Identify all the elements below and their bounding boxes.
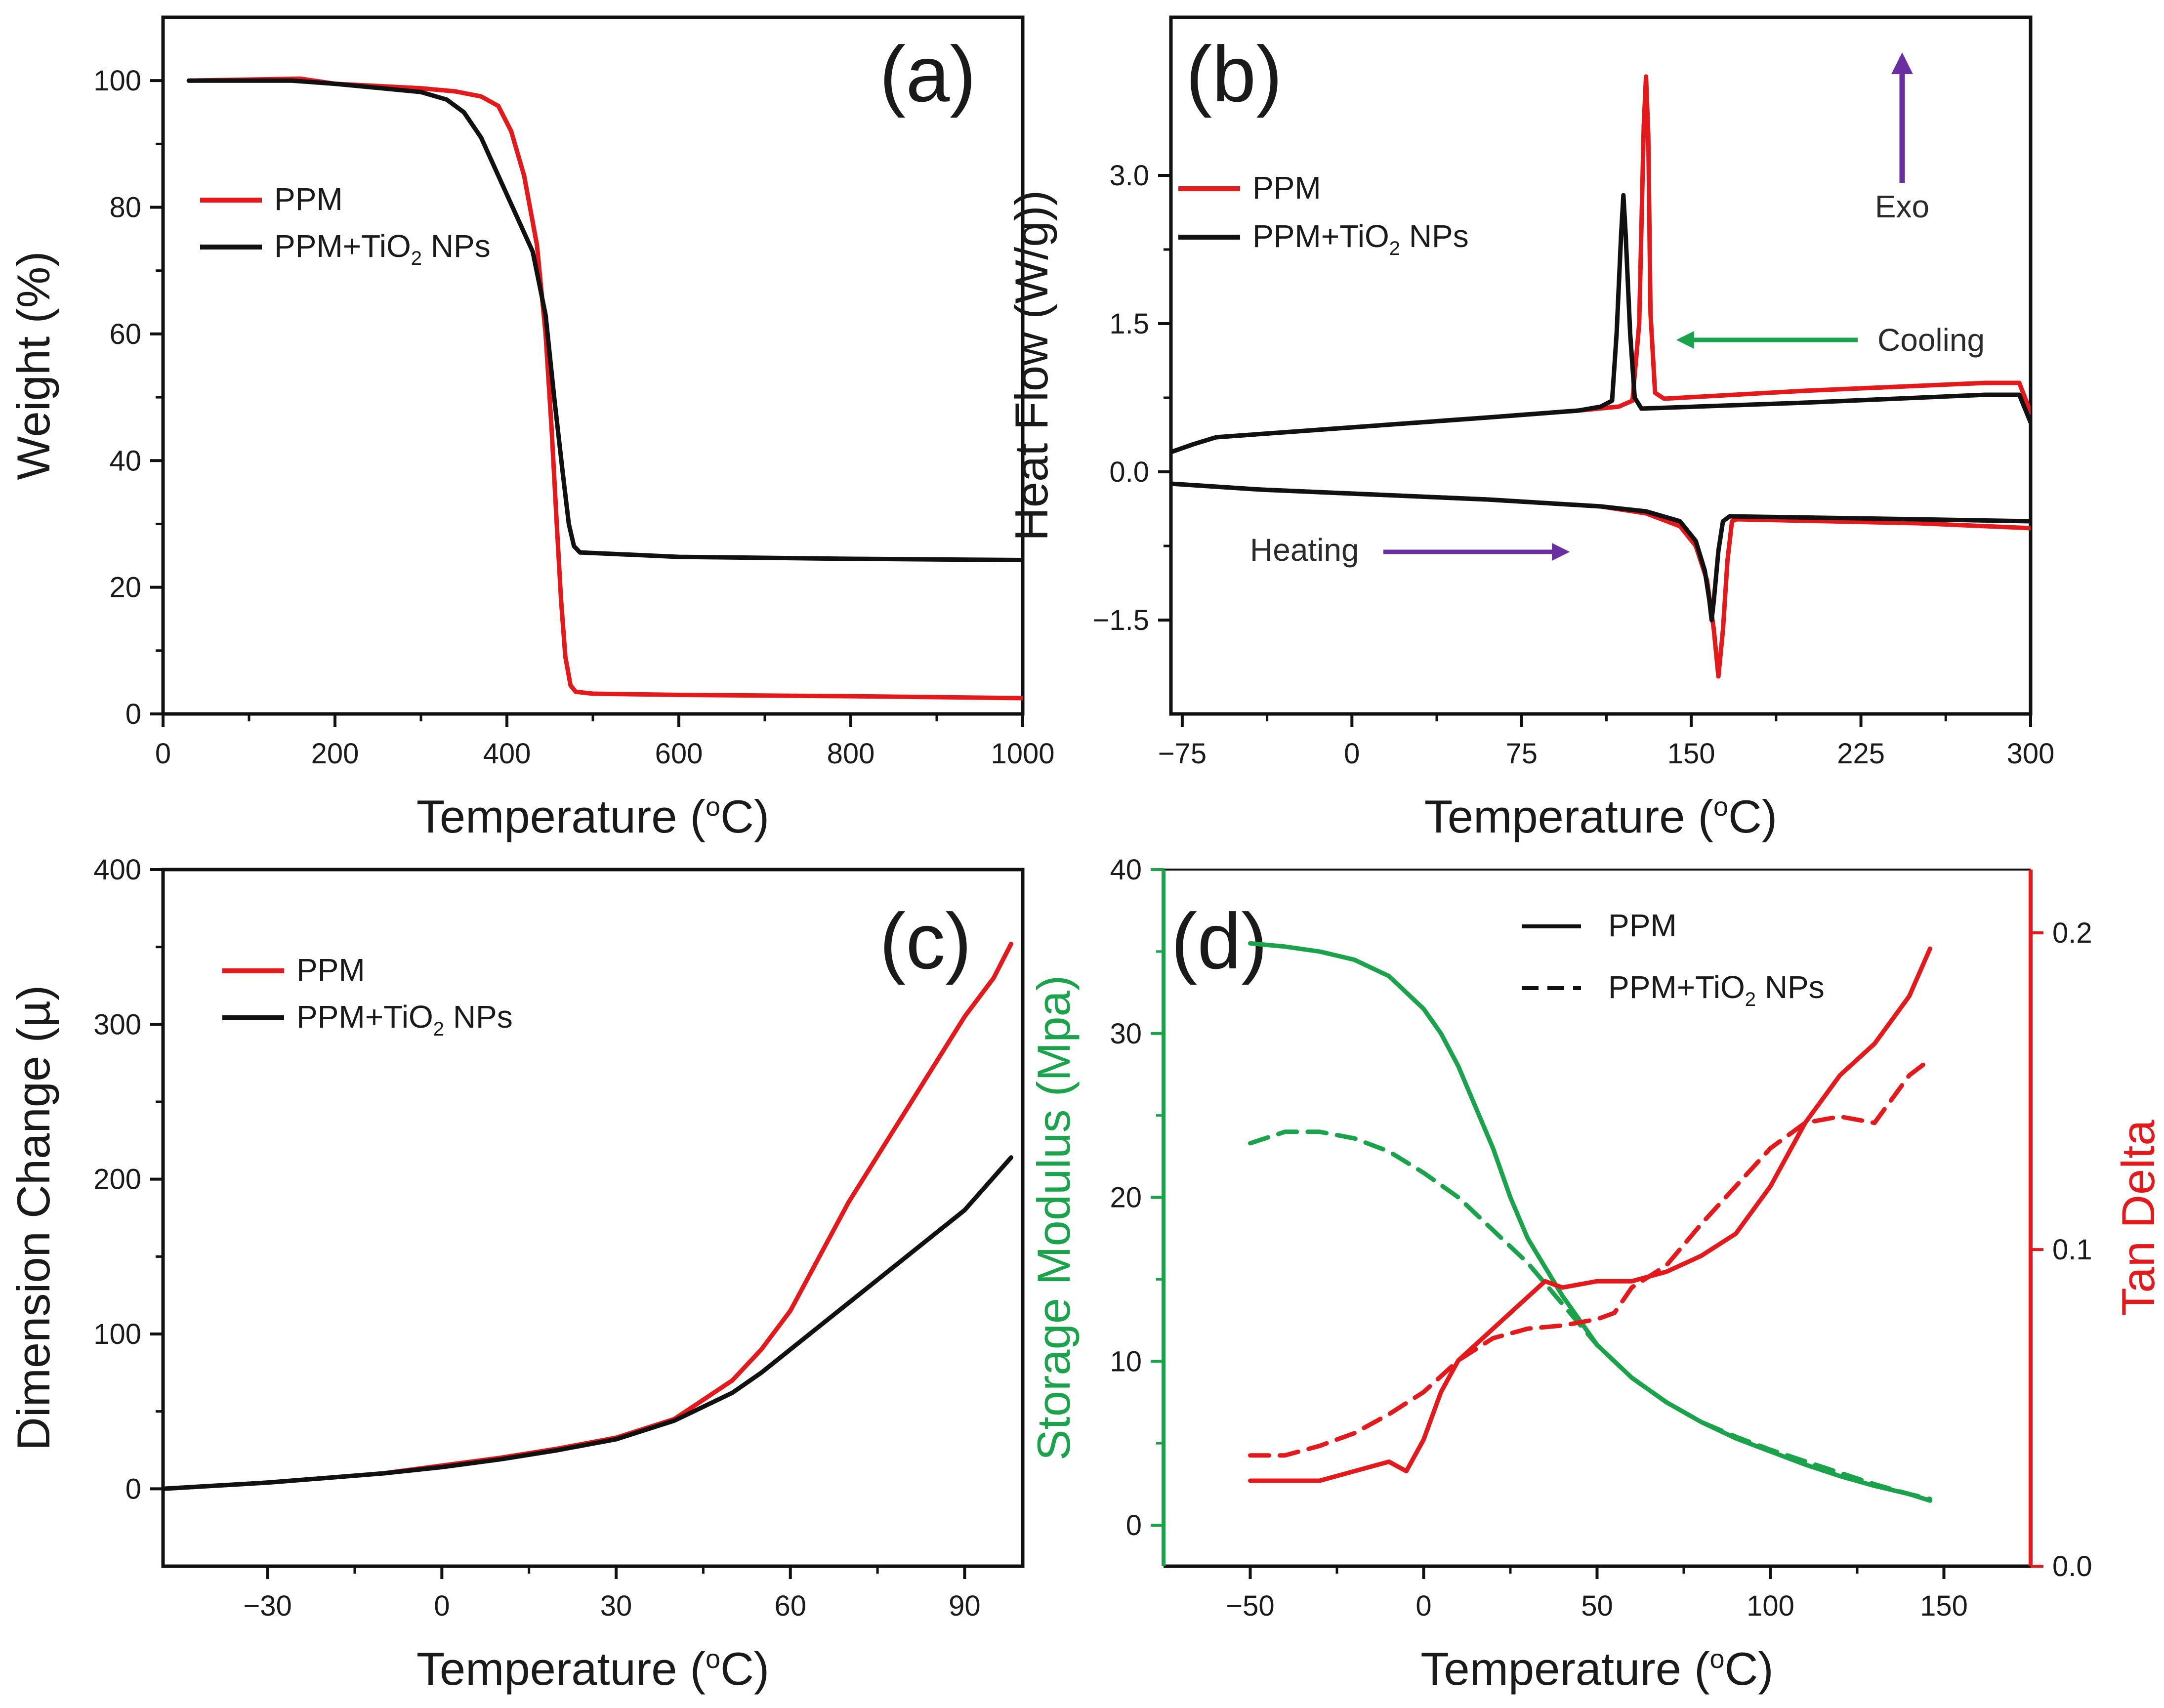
panel-c: −30 0 30 60 90 0 100 200 300 400 Temperature (oC) D…: [7, 854, 1025, 1695]
x-tick-label: 0: [155, 738, 171, 770]
series-line-1: [1248, 1129, 1932, 1501]
x-axis-label: Temperature (oC): [1420, 1643, 1773, 1695]
y-tick-label: 100: [93, 1318, 141, 1350]
y-axis-label: Dimension Change (µ): [7, 985, 59, 1451]
cooling-label: Cooling: [1877, 322, 1985, 358]
x-tick-label: 225: [1837, 738, 1885, 770]
series-line-1: [186, 78, 1023, 562]
panel-label: (d): [1171, 897, 1268, 985]
series-line-0: [186, 76, 1023, 701]
x-tick-label: 50: [1581, 1590, 1613, 1622]
y-right-tick-label: 0.1: [2052, 1234, 2092, 1266]
x-tick-label: −30: [243, 1590, 291, 1622]
legend-label: PPM: [274, 181, 343, 217]
panel-a: 0 200 400 600 800 1000 0 20 40 60 80 100 Temperature…: [7, 15, 1055, 842]
data-layer: [186, 76, 1023, 701]
plot-frame: [161, 15, 1025, 716]
panel-label: (a): [879, 30, 976, 118]
y-tick-label: 0: [125, 698, 141, 730]
y-tick-label: 200: [93, 1164, 141, 1196]
x-tick-label: 1000: [991, 738, 1054, 770]
x-tick-label: 150: [1920, 1590, 1968, 1622]
legend-label: PPM: [296, 952, 365, 988]
x-tick-label: 30: [600, 1590, 632, 1622]
y-axis-label: Heat Flow (W/g)): [1005, 190, 1057, 541]
y-tick-label: 400: [93, 854, 141, 886]
series-line-2: [1248, 946, 1932, 1483]
y-tick-label: 100: [93, 65, 141, 97]
y-tick-label: 20: [1110, 1182, 1142, 1214]
x-tick-label: 400: [483, 738, 531, 770]
y-tick-label: −1.5: [1093, 604, 1150, 636]
series-line-0: [163, 941, 1013, 1491]
y-right-tick-label: 0.2: [2052, 917, 2092, 949]
x-tick-label: 200: [311, 738, 359, 770]
y-tick-label: 40: [109, 445, 141, 477]
x-axis-label: Temperature (oC): [416, 1643, 769, 1695]
panel-b: −75 0 75 150 225 300 −1.5 0.0 1.5 3.0 Temperature …: [1005, 15, 2055, 842]
data-layer: [1248, 941, 1932, 1503]
panel-label: (b): [1186, 30, 1283, 118]
x-tick-label: 0: [1415, 1590, 1431, 1622]
x-tick-label: 0: [1344, 738, 1360, 770]
x-axis-label: Temperature (oC): [1424, 791, 1777, 842]
x-tick-label: 75: [1505, 738, 1538, 770]
y-tick-label: 60: [109, 318, 141, 350]
series-line-0: [1248, 941, 1932, 1503]
panel-d: −50 0 50 100 150 0 10 20 30 40 0.0 0.1 0.2 Temperatur…: [1028, 854, 2164, 1695]
series-line-1: [163, 1155, 1013, 1491]
x-tick-label: 300: [2007, 738, 2055, 770]
y-tick-label: 300: [93, 1008, 141, 1041]
data-layer: [163, 941, 1013, 1491]
y-tick-label: 3.0: [1109, 160, 1149, 192]
y-right-tick-label: 0.0: [2052, 1550, 2092, 1583]
y-axis-label-left: Storage Modulus (Mpa): [1028, 975, 1080, 1460]
plot-frame: [1169, 15, 2033, 716]
y-axis-label: Weight (%): [7, 251, 59, 480]
x-tick-label: −75: [1158, 738, 1207, 770]
y-tick-label: 0.0: [1109, 456, 1149, 488]
legend-label: PPM+TiO2 NPs: [274, 228, 491, 269]
y-tick-label: 10: [1110, 1345, 1142, 1377]
legend-label: PPM+TiO2 NPs: [1608, 969, 1825, 1010]
y-tick-label: 1.5: [1109, 308, 1149, 340]
plot-frame: [161, 868, 1025, 1568]
x-tick-label: 800: [827, 738, 875, 770]
x-tick-label: 90: [949, 1590, 981, 1622]
series-line-2: [1171, 481, 2031, 679]
y-tick-label: 0: [1126, 1509, 1142, 1541]
y-tick-label: 40: [1110, 854, 1142, 886]
x-tick-label: 60: [774, 1590, 806, 1622]
legend-label: PPM: [1608, 908, 1677, 943]
x-tick-label: −50: [1226, 1590, 1274, 1622]
x-axis-label: Temperature (oC): [416, 791, 769, 842]
legend-label: PPM+TiO2 NPs: [296, 999, 513, 1040]
y-axis-label-right: Tan Delta: [2112, 1120, 2164, 1316]
series-line-3: [1171, 481, 2031, 623]
x-tick-label: 600: [655, 738, 703, 770]
data-layer: [1171, 74, 2031, 679]
heating-label: Heating: [1250, 532, 1359, 568]
y-tick-label: 0: [125, 1473, 141, 1505]
y-tick-label: 20: [109, 572, 141, 604]
series-line-3: [1248, 1057, 1932, 1458]
legend-label: PPM+TiO2 NPs: [1252, 218, 1469, 259]
panel-label: (c): [879, 897, 972, 985]
x-tick-label: 100: [1747, 1590, 1794, 1622]
legend-label: PPM: [1252, 170, 1321, 206]
y-tick-label: 80: [109, 192, 141, 224]
exo-label: Exo: [1875, 189, 1929, 224]
series-line-1: [1171, 193, 2031, 455]
y-tick-label: 30: [1110, 1018, 1142, 1050]
x-tick-label: 150: [1667, 738, 1715, 770]
x-tick-label: 0: [434, 1590, 450, 1622]
